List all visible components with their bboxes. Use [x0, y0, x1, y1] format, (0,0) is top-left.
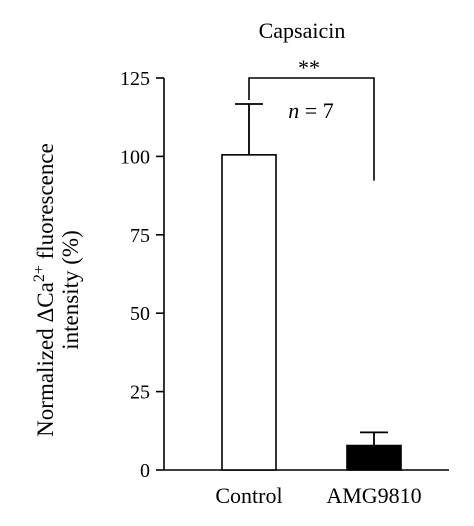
y-tick-label: 75	[130, 225, 150, 247]
sample-size-label: n = 7	[288, 98, 333, 123]
y-tick-label: 0	[140, 460, 150, 482]
y-tick-label: 125	[120, 68, 150, 90]
y-axis-label-line2: intensity (%)	[58, 230, 83, 349]
error-bars	[235, 103, 388, 446]
x-tick-label-control: Control	[215, 483, 282, 508]
y-tick-label: 100	[120, 146, 150, 168]
y-tick-label: 25	[130, 382, 150, 404]
significance-label: **	[298, 55, 320, 80]
bars	[221, 154, 402, 471]
bar-control	[221, 154, 277, 471]
y-ticks: 0 25 50 75 100 125	[120, 68, 164, 482]
bar-amg9810	[346, 444, 402, 471]
chart-title: Capsaicin	[259, 18, 346, 43]
y-tick-label: 50	[130, 303, 150, 325]
category-labels: Control AMG9810	[215, 483, 421, 508]
significance-bracket	[248, 77, 375, 181]
y-axis-label: Normalized ΔCa2+ fluorescence	[31, 143, 58, 437]
x-tick-label-amg9810: AMG9810	[326, 483, 421, 508]
